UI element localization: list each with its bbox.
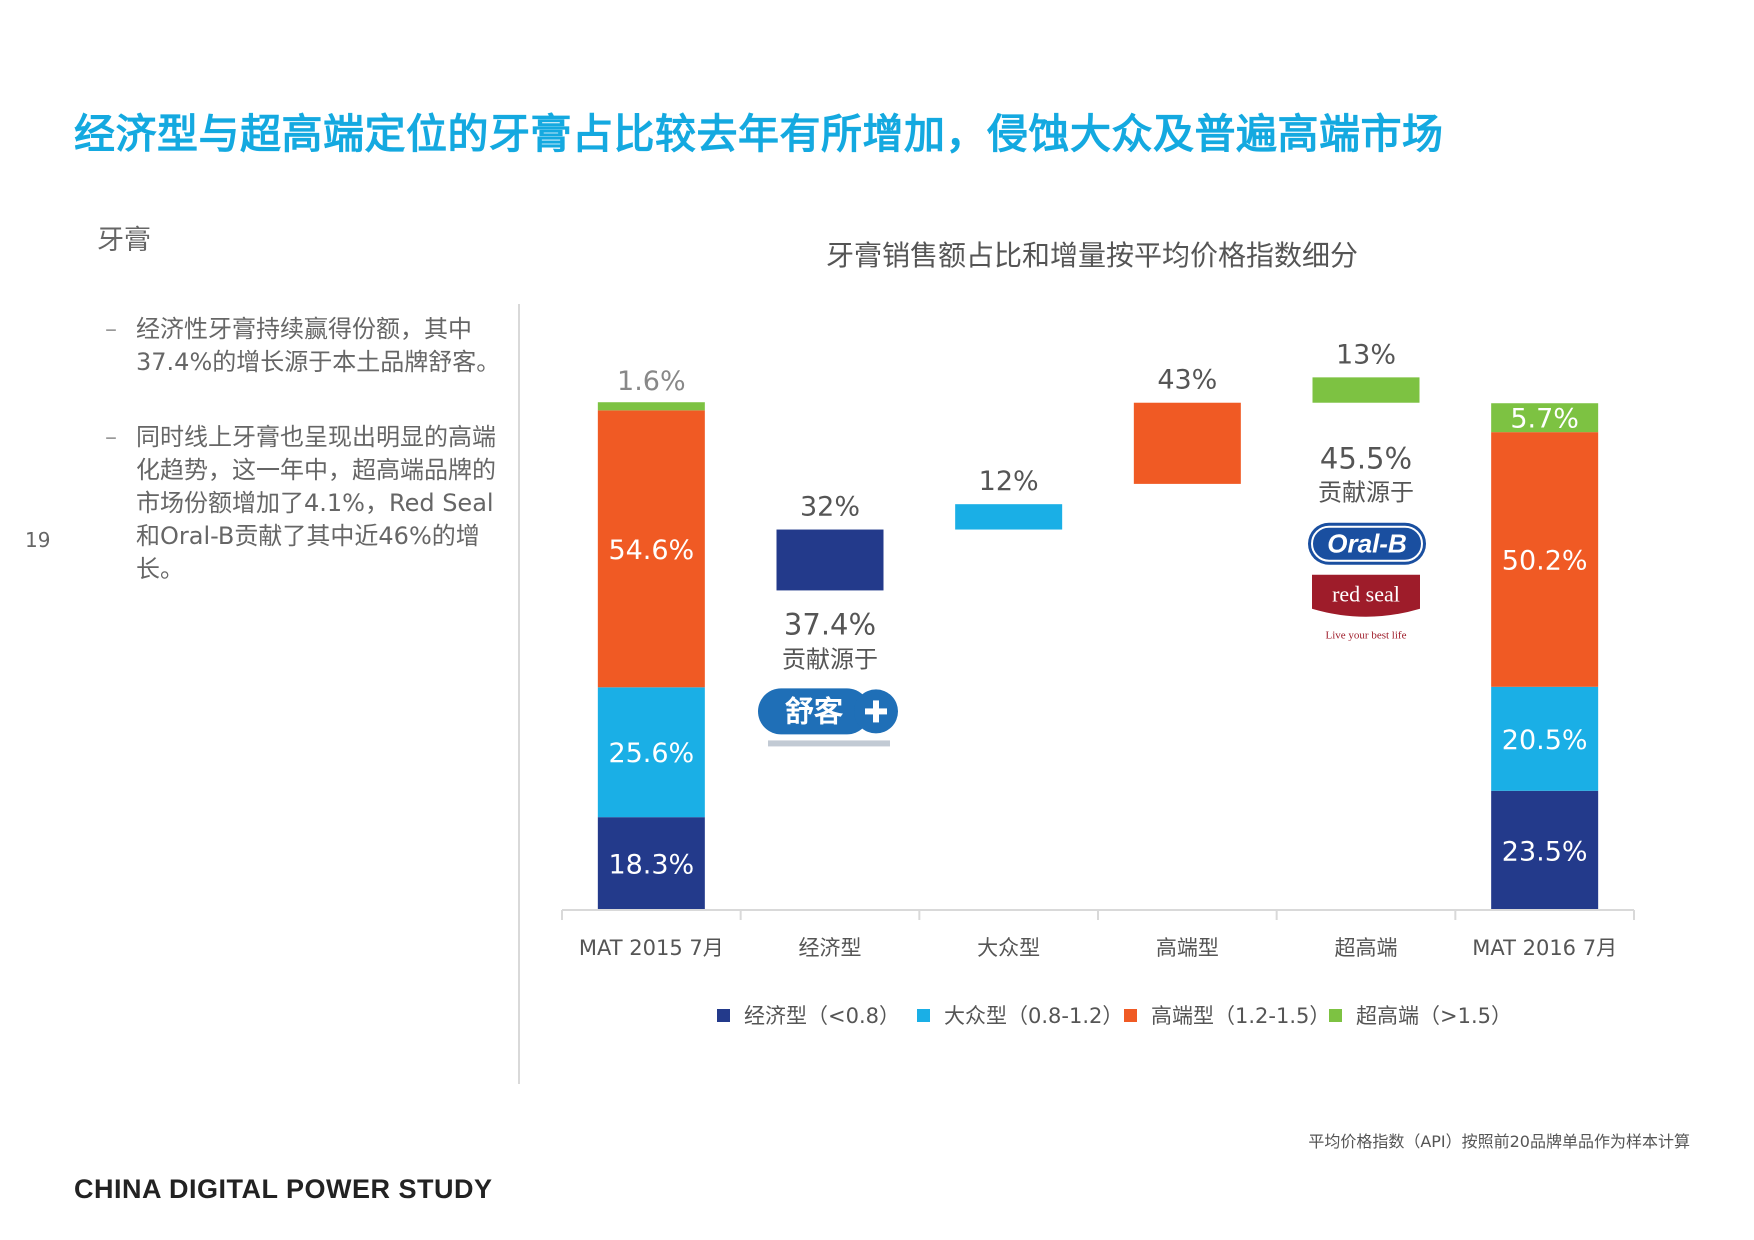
bullet-dash: – [105,315,117,343]
increment-label: 12% [979,466,1039,497]
page-number: 19 [25,528,51,552]
x-tick-label: 大众型 [977,936,1040,960]
x-tick-label: 经济型 [799,936,862,960]
legend-swatch-super_premium [1329,1009,1342,1022]
brand-logo-text: Oral-B [1327,529,1406,559]
plus-icon [873,700,879,723]
category-label: 牙膏 [97,225,151,256]
x-tick-label: 高端型 [1156,936,1219,960]
legend-swatch-mass [917,1009,930,1022]
contribution-value: 45.5% [1320,442,1412,476]
chart-title: 牙膏销售额占比和增量按平均价格指数细分 [826,239,1358,272]
data-label: 18.3% [608,850,694,881]
bullet-item: – 经济性牙膏持续赢得份额，其中37.4%的增长源于本土品牌舒客。 [103,313,503,379]
brand-tagline-line [768,740,890,747]
bars-layer [597,377,1599,910]
legend-label: 大众型（0.8-1.2） [944,1004,1123,1028]
footer-brand: CHINA DIGITAL POWER STUDY [74,1174,493,1204]
data-label: 1.6% [617,366,686,397]
bar-segment-economy [597,817,705,910]
legend-swatch-economy [717,1009,730,1022]
brand-logo-redseal [1312,574,1420,617]
data-label: 25.6% [608,738,694,769]
legend: 经济型（<0.8） 大众型（0.8-1.2） 高端型（1.2-1.5） 超高端（>1.… [717,1004,1512,1028]
bullet-text: 同时线上牙膏也呈现出明显的高端化趋势，这一年中，超高端品牌的市场份额增加了4.1… [136,423,496,583]
bar-segment-super_premium [597,402,705,411]
bullet-text: 经济性牙膏持续赢得份额，其中37.4%的增长源于本土品牌舒客。 [136,315,501,376]
increment-label: 13% [1336,339,1396,370]
increment-bar-mass [955,504,1063,530]
contribution-text: 贡献源于 [782,645,878,673]
vertical-divider [518,304,520,1084]
brand-logo-text: red seal [1332,582,1400,607]
data-label: 5.7% [1510,404,1579,435]
legend-label: 高端型（1.2-1.5） [1151,1004,1330,1028]
x-tick-label: 超高端 [1335,936,1398,960]
brand-logo-oralb [1308,522,1426,565]
increment-label: 43% [1157,365,1217,396]
data-label: 20.5% [1502,725,1588,756]
bar-segment-economy [1491,790,1599,910]
increment-label: 32% [800,492,860,523]
legend-label: 经济型（<0.8） [744,1004,900,1028]
data-label: 23.5% [1502,836,1588,867]
page-title: 经济型与超高端定位的牙膏占比较去年有所增加，侵蚀大众及普遍高端市场 [74,110,1444,158]
increment-bar-premium [1133,402,1241,484]
bar-segment-mass [1491,686,1599,791]
footnote: 平均价格指数（API）按照前20品牌单品作为样本计算 [1308,1132,1690,1151]
contribution-text: 贡献源于 [1318,479,1414,507]
x-tick-label: MAT 2015 7月 [579,936,724,960]
brand-logo-text: 舒客 [785,694,844,728]
data-label: 54.6% [608,535,694,566]
bullet-dash: – [105,423,117,451]
bar-segment-premium [597,410,705,688]
bar-segment-premium [1491,432,1599,687]
legend-swatch-premium [1124,1009,1137,1022]
data-label: 50.2% [1502,545,1588,576]
bar-segment-mass [597,687,705,818]
contribution-value: 37.4% [784,607,876,641]
x-axis: MAT 2015 7月 经济型 大众型 高端型 超高端 MAT 2016 7月 [561,909,1635,960]
brand-tagline: Live your best life [1326,630,1407,642]
increment-bar-economy [776,529,884,591]
brand-logo-shuke [758,688,870,735]
bullet-item: – 同时线上牙膏也呈现出明显的高端化趋势，这一年中，超高端品牌的市场份额增加了4.… [103,421,503,586]
bar-segment-super_premium [1491,403,1599,433]
brand-logo-oralb-ring [1311,525,1423,562]
x-tick-label: MAT 2016 7月 [1472,936,1617,960]
bullet-list: – 经济性牙膏持续赢得份额，其中37.4%的增长源于本土品牌舒客。 – 同时线上牙膏… [103,313,503,628]
increment-bar-super_premium [1312,377,1420,403]
legend-label: 超高端（>1.5） [1356,1004,1512,1028]
labels-layer: 18.3% 25.6% 54.6% 1.6% 23.5% 20.5% 50.2% 5.7% 32… [608,339,1587,880]
